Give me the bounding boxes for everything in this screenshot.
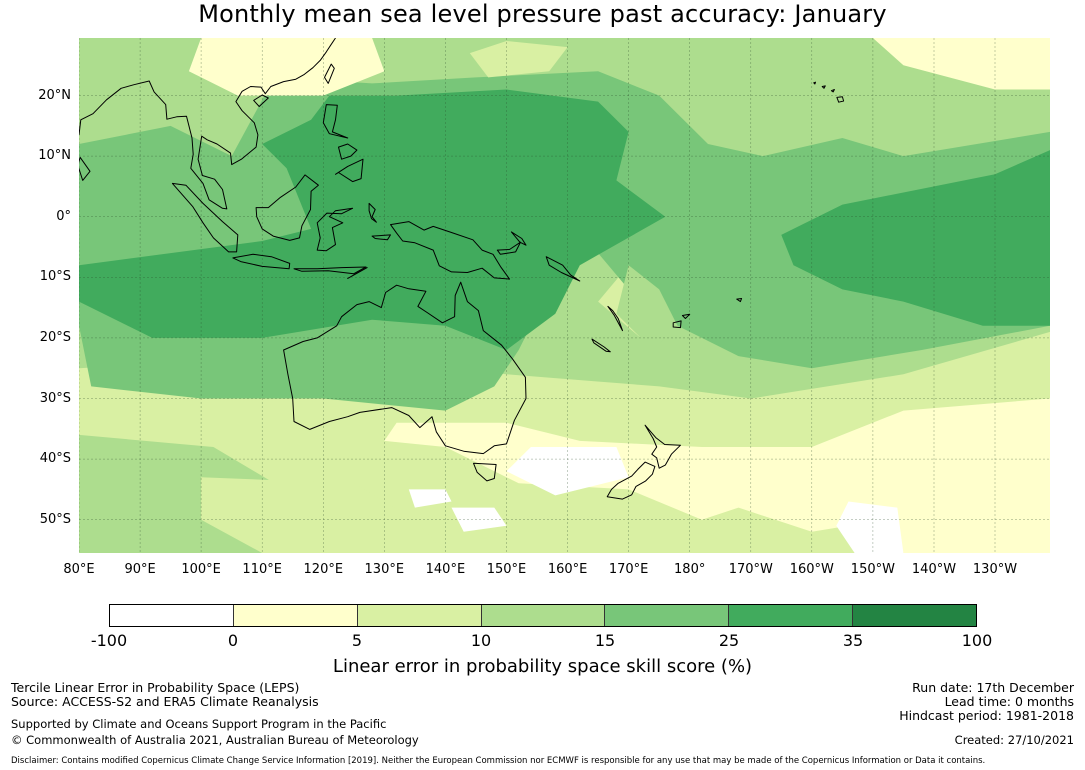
coastline-new-ireland: [510, 231, 527, 246]
longitude-label: 140°E: [425, 562, 466, 577]
colorbar-tick-label: 10: [470, 631, 492, 650]
coastline-luzon: [322, 104, 349, 139]
coastline-tasmania: [473, 462, 497, 482]
skill-region-7: [469, 41, 568, 78]
latitude-label: 10°S: [39, 269, 71, 285]
skill-region-5: [79, 89, 666, 350]
coastline-visayas: [338, 143, 358, 160]
longitude-label: 170°W: [728, 562, 773, 577]
coastline-sri-lanka: [79, 156, 91, 181]
coastline-new-caledonia: [591, 338, 611, 353]
coastline-new-guinea: [390, 221, 510, 280]
coastline-vanuatu: [607, 305, 623, 332]
skill-region-6: [781, 150, 1050, 326]
coastline-java: [232, 253, 291, 270]
map-title: Monthly mean sea level pressure past acc…: [198, 0, 887, 28]
longitude-label: 110°E: [242, 562, 282, 577]
skill-region-16: [408, 489, 452, 508]
coastline-oahu: [821, 85, 826, 89]
latitude-label: 30°S: [39, 390, 71, 406]
coastline-sumatra: [171, 182, 239, 253]
colorbar-segment: [853, 605, 977, 626]
longitude-label: 130°W: [972, 562, 1018, 577]
coastline-timor: [347, 267, 368, 279]
latitude-label: 20°S: [39, 329, 71, 345]
latitude-label: 40°S: [39, 451, 71, 467]
longitude-label: 80°E: [63, 562, 95, 577]
coastline-hainan: [253, 94, 269, 107]
colorbar-segment: [605, 605, 730, 626]
longitude-label: 180°: [674, 562, 706, 577]
colorbar-segment: [110, 605, 234, 626]
coastline-kauai: [813, 81, 816, 85]
colorbar-segment: [481, 605, 606, 626]
coastline-solomon-is: [545, 256, 581, 282]
coastline-borneo: [255, 174, 319, 241]
longitude-label: 120°E: [303, 562, 344, 577]
lead-time: Lead time: 0 months: [944, 694, 1074, 709]
longitude-label: 130°E: [364, 562, 405, 577]
coastline-halmahera: [368, 202, 377, 223]
coastline-new-britain: [496, 241, 521, 255]
coastline-mindanao: [335, 158, 364, 183]
colorbar-tick-label: 5: [351, 631, 363, 650]
coastline-hawaii: [836, 96, 845, 103]
longitude-label: 160°E: [547, 562, 588, 577]
colorbar-segment: [729, 605, 854, 626]
skill-region-4: [616, 265, 678, 350]
colorbar-label: Linear error in probability space skill …: [332, 656, 753, 677]
colorbar-tick-label: 0: [227, 631, 239, 650]
latitude-label: 10°N: [38, 148, 71, 164]
longitude-label: 100°E: [181, 562, 221, 577]
colorbar: [109, 604, 977, 627]
source-note: Source: ACCESS-S2 and ERA5 Climate Reana…: [11, 694, 319, 709]
skill-region-9: [188, 38, 385, 96]
hindcast-period: Hindcast period: 1981-2018: [899, 708, 1074, 723]
run-date: Run date: 17th December: [912, 680, 1074, 695]
latitude-label: 20°N: [38, 87, 71, 103]
colorbar-tick-label: 25: [718, 631, 740, 650]
colorbar-segment: [233, 605, 358, 626]
coastline-samoa: [736, 298, 743, 303]
coastline-asia-mainland: [79, 38, 336, 210]
longitude-label: 150°E: [486, 562, 527, 577]
coastline-vanua-levu: [681, 313, 691, 319]
created-date: Created: 27/10/2021: [954, 733, 1074, 747]
coastline-fiji: [672, 320, 682, 329]
skill-score-map: [79, 38, 1050, 553]
coastline-new-zealand-north: [644, 424, 681, 469]
coastline-maui: [830, 89, 835, 93]
longitude-label: 160°W: [789, 562, 834, 577]
disclaimer: Disclaimer: Contains modified Copernicus…: [11, 756, 986, 766]
map-panel: [79, 38, 1050, 553]
longitude-label: 90°E: [124, 562, 156, 577]
coastline-taiwan: [324, 63, 335, 84]
latitude-label: 50°S: [39, 511, 71, 527]
coastline-lesser-sunda: [293, 266, 367, 275]
longitude-label: 150°W: [850, 562, 895, 577]
longitude-label: 170°E: [608, 562, 649, 577]
support-note: Supported by Climate and Oceans Support …: [11, 717, 387, 731]
leps-note: Tercile Linear Error in Probability Spac…: [11, 680, 300, 695]
colorbar-tick-label: 35: [842, 631, 864, 650]
longitude-label: 140°W: [911, 562, 957, 577]
skill-region-15: [836, 501, 904, 553]
latitude-label: 0°: [56, 208, 71, 224]
coastline-seram: [371, 234, 391, 241]
skill-region-8: [872, 38, 1050, 90]
coastline-sulawesi: [316, 207, 354, 252]
colorbar-tick-label: 15: [594, 631, 616, 650]
colorbar-tick-label: -100: [90, 631, 128, 650]
coastline-australia: [283, 281, 527, 455]
copyright-note: © Commonwealth of Australia 2021, Austra…: [11, 733, 419, 747]
colorbar-segment: [357, 605, 482, 626]
coastline-new-zealand-south: [606, 461, 656, 500]
colorbar-tick-label: 100: [961, 631, 993, 650]
